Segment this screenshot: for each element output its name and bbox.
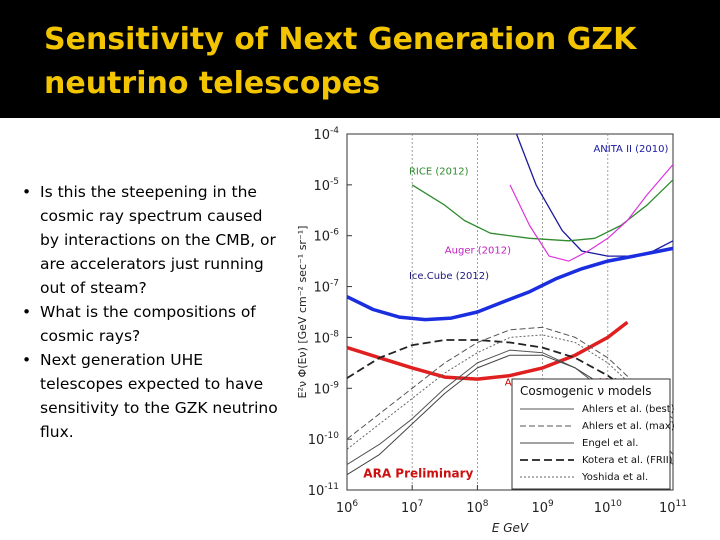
annotation-auger: Auger (2012) [445, 246, 511, 257]
legend-entry: Ahlers et al. (best) [582, 404, 675, 415]
bullet-item: Is this the steepening in the cosmic ray… [22, 180, 284, 300]
y-tick-label: 10-8 [313, 329, 339, 346]
annotation-icecube: Ice.Cube (2012) [409, 271, 489, 282]
x-tick-label: 1011 [659, 499, 687, 516]
x-tick-label: 107 [401, 499, 423, 516]
x-tick-label: 108 [466, 499, 489, 516]
series-line [509, 164, 674, 262]
annotation-rice: RICE (2012) [409, 167, 469, 178]
y-tick-label: 10-6 [313, 228, 339, 245]
series-line [411, 179, 674, 242]
legend-title: Cosmogenic ν models [520, 384, 652, 398]
y-tick-label: 10-5 [313, 177, 339, 194]
x-tick-label: 109 [531, 499, 554, 516]
bullet-item: What is the compositions of cosmic rays? [22, 300, 284, 348]
x-tick-label: 1010 [594, 499, 622, 516]
legend-entry: Yoshida et al. [581, 472, 648, 483]
annotation-anita: ANITA II (2010) [593, 144, 668, 155]
x-tick-label: 106 [336, 499, 359, 516]
legend-entry: Engel et al. [582, 438, 638, 449]
slide-title: Sensitivity of Next Generation GZK neutr… [44, 22, 637, 101]
y-tick-label: 10-9 [313, 380, 339, 397]
y-tick-label: 10-11 [308, 482, 339, 499]
legend-entry: Ahlers et al. (max) [582, 421, 675, 432]
y-tick-label: 10-7 [313, 279, 339, 296]
bullet-list: Is this the steepening in the cosmic ray… [22, 180, 284, 444]
y-axis-title: E²ν Φ(Eν) [GeV cm⁻² sec⁻¹ sr⁻¹] [296, 226, 309, 399]
series-line [346, 334, 674, 450]
x-axis-title: E GeV [492, 521, 529, 535]
legend-box [511, 378, 671, 490]
annotation-preliminary: ARA Preliminary [363, 466, 473, 480]
y-tick-label: 10-10 [308, 431, 340, 448]
series-line [346, 246, 674, 322]
legend-entry: Kotera et al. (FRII) [582, 455, 673, 466]
bullet-item: Next generation UHE telescopes expected … [22, 348, 284, 444]
series-line [346, 326, 674, 440]
sensitivity-chart: 106 107 108 109 1010 1011 10-4 10-5 10-6 10-7 10-8… [296, 126, 687, 535]
series-line [346, 320, 629, 381]
y-tick-label: 10-4 [313, 126, 339, 143]
